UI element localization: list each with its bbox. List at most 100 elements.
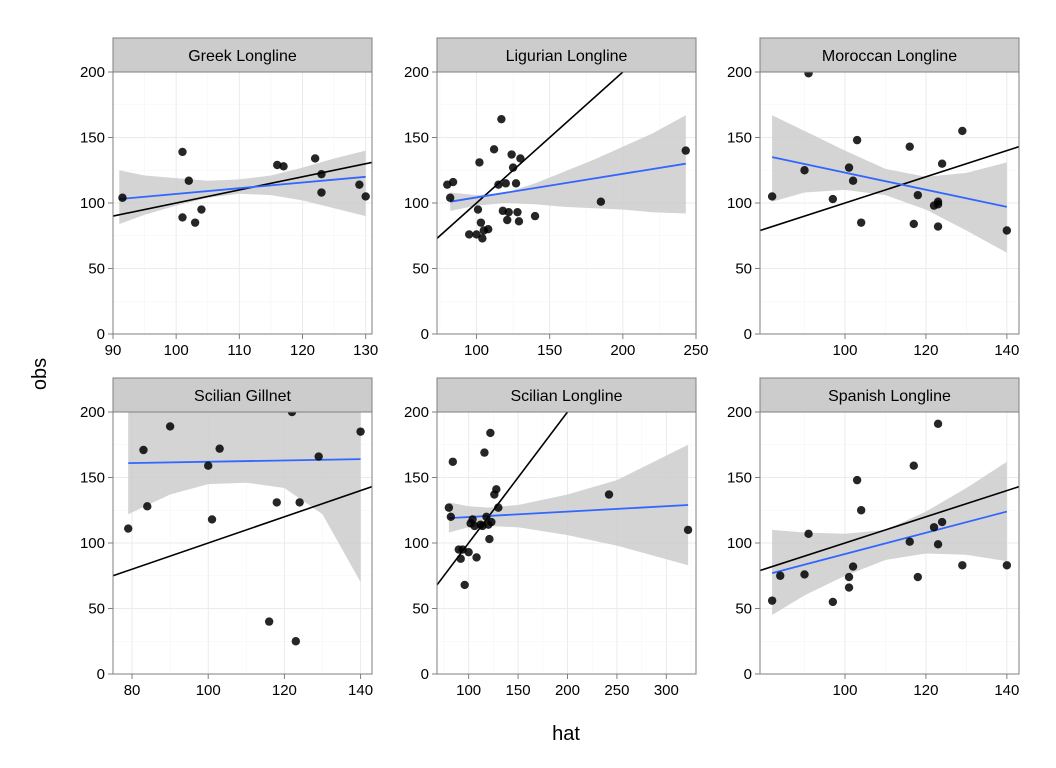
data-point	[464, 230, 474, 239]
x-tick-label: 200	[610, 342, 635, 359]
panels-layer: Greek Longline 0 50 100 150 200 90 100 110 120 130…	[80, 37, 1020, 699]
data-point	[448, 177, 458, 187]
data-point	[264, 617, 274, 626]
data-point	[317, 169, 326, 179]
data-point	[913, 572, 923, 582]
data-point	[844, 583, 854, 592]
data-point	[681, 146, 690, 155]
data-point	[485, 534, 494, 544]
data-point	[513, 207, 522, 217]
facet-panel: Scilian Gillnet 0 50 100 150 200 80 100 120 140	[80, 377, 373, 699]
data-point	[445, 193, 455, 202]
data-point	[852, 475, 862, 485]
data-point	[273, 160, 282, 170]
data-point	[844, 572, 854, 582]
data-point	[828, 194, 838, 204]
y-tick-label: 50	[412, 261, 429, 278]
data-point	[1002, 561, 1012, 570]
facet-panel: Spanish Longline 0 50 100 150 200 100 120 140	[727, 377, 1020, 699]
y-tick-label: 50	[88, 261, 105, 278]
y-tick-label: 50	[88, 601, 105, 618]
y-tick-label: 150	[727, 130, 752, 147]
data-point	[473, 205, 483, 214]
data-point	[215, 444, 224, 453]
y-tick-label: 150	[404, 130, 429, 147]
data-point	[514, 217, 524, 226]
data-point	[804, 529, 813, 539]
panel-strip	[436, 37, 697, 73]
data-point	[856, 506, 866, 515]
panel-strip	[112, 37, 373, 73]
y-tick-label: 0	[421, 326, 429, 343]
panel-title: Scilian Gillnet	[194, 388, 291, 405]
data-point	[516, 154, 525, 163]
data-point	[314, 452, 323, 461]
x-tick-label: 140	[994, 682, 1019, 699]
data-point	[178, 147, 187, 157]
data-point	[279, 162, 288, 171]
facet-panel: Greek Longline 0 50 100 150 200 90 100 110 120 130	[80, 37, 378, 359]
identity-line	[760, 485, 1019, 572]
data-point	[530, 211, 540, 221]
data-point	[190, 218, 200, 227]
data-point	[310, 154, 320, 163]
y-tick-label: 0	[97, 326, 105, 343]
x-tick-label: 100	[464, 342, 489, 359]
x-tick-label: 150	[537, 342, 562, 359]
data-point	[937, 159, 947, 168]
x-tick-label: 250	[604, 682, 629, 699]
y-tick-label: 100	[80, 195, 105, 212]
data-point	[507, 150, 516, 159]
x-tick-label: 90	[105, 342, 122, 359]
panel-strip	[759, 377, 1020, 413]
data-point	[848, 176, 858, 185]
y-tick-label: 50	[735, 261, 752, 278]
data-point	[844, 163, 854, 172]
confidence-ribbon	[772, 115, 1007, 253]
x-tick-label: 120	[913, 342, 938, 359]
identity-line	[760, 145, 1019, 232]
data-point	[958, 126, 967, 136]
data-point	[905, 142, 914, 151]
y-tick-label: 100	[80, 535, 105, 552]
data-point	[295, 498, 304, 507]
y-tick-label: 200	[727, 404, 752, 421]
y-tick-label: 100	[727, 195, 752, 212]
data-point	[460, 580, 469, 590]
data-point	[933, 540, 943, 549]
x-tick-label: 100	[164, 342, 189, 359]
x-tick-label: 200	[555, 682, 580, 699]
regression-line	[771, 156, 1008, 208]
y-tick-label: 0	[744, 326, 752, 343]
data-point	[444, 503, 454, 512]
data-point	[494, 503, 503, 512]
data-point	[272, 498, 281, 507]
data-point	[848, 562, 858, 571]
data-point	[184, 176, 194, 185]
data-point	[287, 412, 297, 417]
data-point	[178, 213, 187, 222]
data-point	[511, 179, 521, 188]
data-point	[767, 596, 777, 605]
x-tick-label: 80	[124, 682, 141, 699]
data-point	[456, 554, 465, 563]
data-point	[800, 570, 809, 579]
panel-data	[437, 412, 693, 590]
data-point	[596, 197, 606, 206]
y-tick-label: 0	[97, 666, 105, 683]
data-point	[933, 197, 943, 206]
y-axis-title: obs	[29, 358, 51, 390]
x-tick-label: 120	[272, 682, 297, 699]
facet-panel: Moroccan Longline 0 50 100 150 200 100 120 140	[727, 37, 1020, 359]
panel-data	[113, 147, 372, 227]
regression-line	[128, 458, 361, 464]
y-tick-label: 200	[404, 404, 429, 421]
confidence-ribbon	[448, 444, 689, 566]
data-point	[484, 225, 493, 234]
panel-data	[437, 72, 690, 243]
data-point	[683, 525, 693, 535]
data-point	[776, 571, 785, 580]
identity-line	[437, 72, 625, 239]
data-point	[478, 234, 487, 243]
